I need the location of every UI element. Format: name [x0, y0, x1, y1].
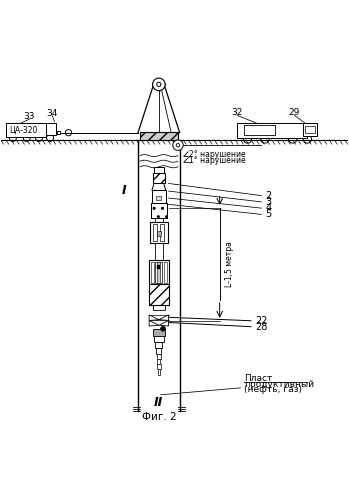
Text: ЦА-320: ЦА-320: [9, 125, 38, 134]
Bar: [151, 203, 166, 218]
Circle shape: [303, 135, 311, 143]
Polygon shape: [159, 320, 169, 326]
Text: 3: 3: [266, 197, 272, 207]
Text: I: I: [122, 184, 126, 197]
Polygon shape: [149, 320, 159, 326]
Bar: [158, 369, 160, 375]
Polygon shape: [159, 315, 169, 320]
Circle shape: [243, 135, 252, 143]
Text: продуктивный: продуктивный: [244, 380, 314, 389]
Bar: [157, 354, 161, 359]
Text: 4: 4: [266, 203, 272, 213]
Bar: [160, 224, 164, 241]
Circle shape: [289, 135, 297, 143]
Text: 34: 34: [46, 109, 58, 118]
Bar: [46, 123, 56, 136]
Bar: [140, 132, 178, 140]
Bar: [303, 123, 317, 136]
Bar: [155, 342, 162, 347]
Bar: [164, 261, 166, 282]
Bar: [149, 260, 169, 284]
Circle shape: [46, 134, 53, 141]
Text: II: II: [154, 396, 163, 409]
Text: 2° нарушение: 2° нарушение: [190, 150, 246, 159]
Bar: [157, 364, 161, 369]
Bar: [150, 223, 168, 243]
Bar: [149, 284, 169, 305]
Text: 2: 2: [266, 191, 272, 201]
Circle shape: [157, 82, 161, 86]
Bar: [153, 224, 157, 241]
Text: 1° нарушение: 1° нарушение: [190, 156, 246, 165]
Text: 32: 32: [231, 108, 243, 117]
Text: 29: 29: [289, 108, 300, 117]
Bar: [149, 284, 169, 305]
Bar: [157, 359, 160, 364]
Bar: [154, 167, 164, 173]
Circle shape: [23, 134, 30, 141]
Circle shape: [161, 326, 165, 331]
Bar: [151, 203, 166, 218]
Polygon shape: [149, 315, 159, 320]
Bar: [157, 232, 161, 236]
Bar: [244, 125, 275, 135]
Bar: [157, 265, 160, 268]
Bar: [155, 243, 163, 260]
Circle shape: [261, 135, 269, 143]
Bar: [57, 131, 60, 134]
Bar: [153, 305, 165, 310]
Circle shape: [9, 134, 16, 141]
Circle shape: [153, 78, 165, 91]
Bar: [237, 123, 306, 138]
Text: 5: 5: [266, 210, 272, 220]
Circle shape: [36, 134, 43, 141]
Bar: [156, 196, 161, 200]
Text: (нефть, газ): (нефть, газ): [244, 385, 302, 394]
Bar: [153, 329, 165, 336]
Bar: [305, 126, 315, 133]
Bar: [157, 261, 160, 282]
Bar: [151, 261, 154, 282]
Bar: [153, 173, 165, 184]
Polygon shape: [152, 184, 166, 191]
Bar: [6, 123, 46, 137]
Bar: [155, 261, 162, 282]
Text: Пласт: Пласт: [244, 374, 273, 383]
Text: 33: 33: [23, 112, 35, 121]
Circle shape: [173, 140, 183, 150]
Text: 22: 22: [255, 316, 268, 326]
Bar: [152, 191, 166, 203]
Text: 28: 28: [255, 322, 268, 332]
Bar: [155, 218, 163, 223]
Text: Фиг. 2: Фиг. 2: [142, 412, 176, 422]
Bar: [156, 347, 161, 354]
Bar: [154, 336, 164, 342]
Circle shape: [176, 144, 180, 147]
Circle shape: [65, 130, 72, 136]
Text: L-1,5 метра: L-1,5 метра: [225, 242, 234, 287]
